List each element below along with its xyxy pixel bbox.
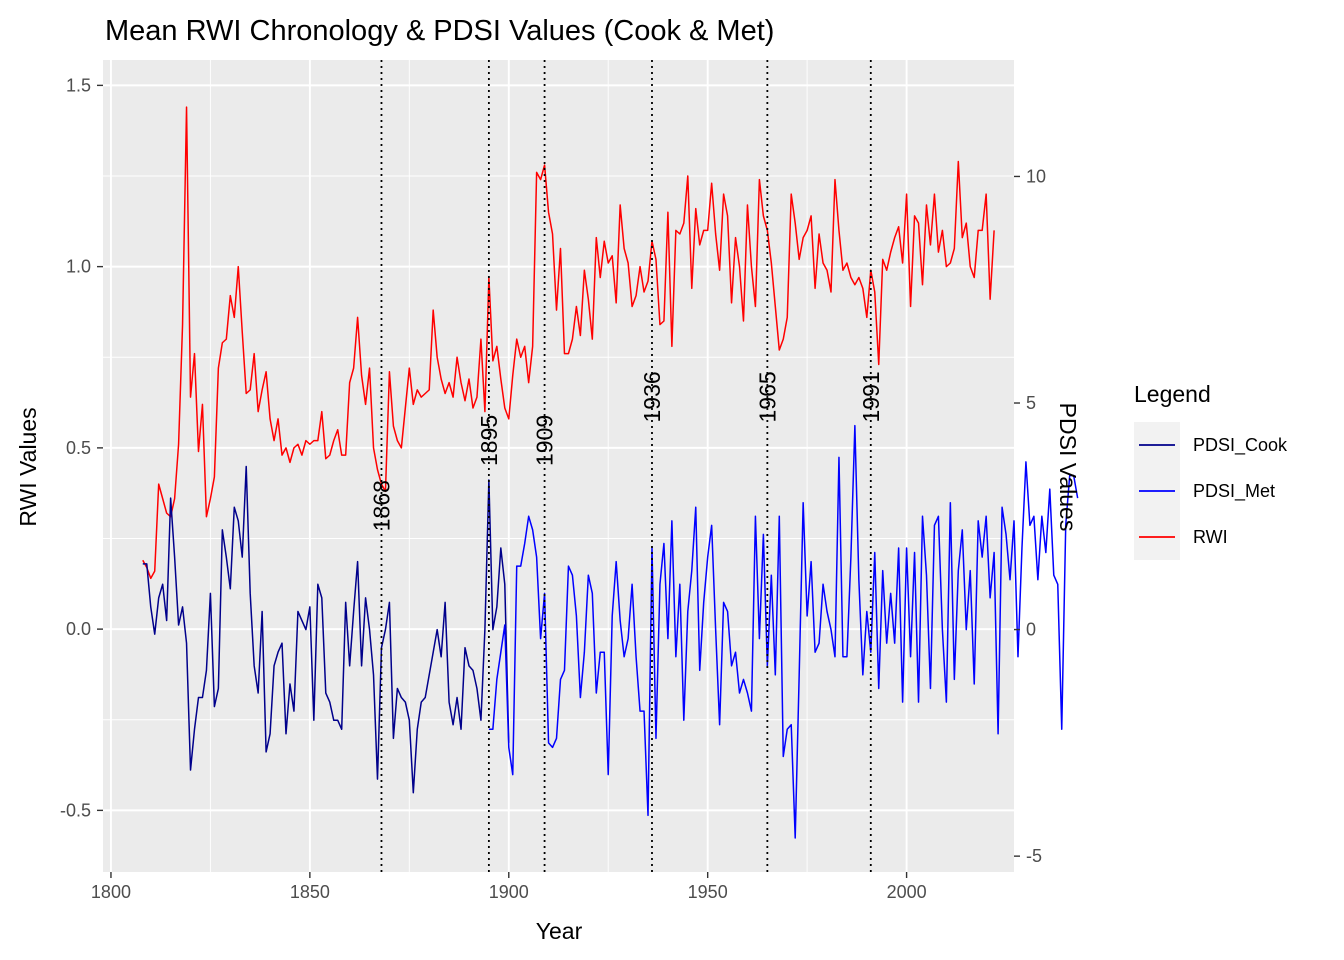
y2-tick-label: 5 [1026, 393, 1036, 413]
x-axis-title: Year [536, 918, 583, 944]
x-tick-label: 1800 [91, 882, 131, 902]
event-lines: 1868 1895 1909 1936 1965 1991 [368, 60, 884, 872]
legend-label-rwi: RWI [1193, 527, 1228, 547]
y-tick-label: 1.0 [66, 257, 91, 277]
event-label-1965: 1965 [754, 371, 780, 422]
series-line-pdsi-met [488, 424, 1079, 839]
y2-axis-title: PDSI Values [1055, 403, 1081, 532]
event-label-1991: 1991 [858, 371, 884, 422]
series-line-pdsi-cook [142, 465, 510, 794]
grid-major [103, 60, 1014, 872]
y-tick-label: -0.5 [60, 800, 91, 820]
event-label-1909: 1909 [532, 415, 558, 466]
x-tick-label: 1900 [489, 882, 529, 902]
event-label-1895: 1895 [476, 415, 502, 466]
y2-tick-label: 0 [1026, 620, 1036, 640]
legend-label-pdsi-met: PDSI_Met [1193, 481, 1275, 502]
y-tick-label: 0.0 [66, 619, 91, 639]
plot-panel [103, 60, 1014, 872]
y-tick-label: 1.5 [66, 75, 91, 95]
chart-title: Mean RWI Chronology & PDSI Values (Cook … [105, 15, 774, 47]
x-axis: 1800 1850 1900 1950 2000 [91, 872, 927, 902]
x-tick-label: 1850 [290, 882, 330, 902]
legend-title: Legend [1134, 381, 1211, 407]
event-label-1936: 1936 [639, 371, 665, 422]
y2-tick-label: 10 [1026, 166, 1046, 186]
y-axis-title: RWI Values [15, 407, 41, 526]
y2-tick-label: -5 [1026, 846, 1042, 866]
legend: Legend PDSI_Cook PDSI_Met RWI [1134, 381, 1288, 560]
x-tick-label: 2000 [887, 882, 927, 902]
x-tick-label: 1950 [688, 882, 728, 902]
series-layer [142, 106, 1079, 839]
y-axis-left: -0.5 0.0 0.5 1.0 1.5 [60, 75, 103, 820]
y-axis-right: -5 0 5 10 [1014, 166, 1046, 866]
y-tick-label: 0.5 [66, 438, 91, 458]
series-line-rwi [142, 106, 995, 580]
legend-label-pdsi-cook: PDSI_Cook [1193, 435, 1288, 456]
event-label-1868: 1868 [368, 480, 394, 531]
